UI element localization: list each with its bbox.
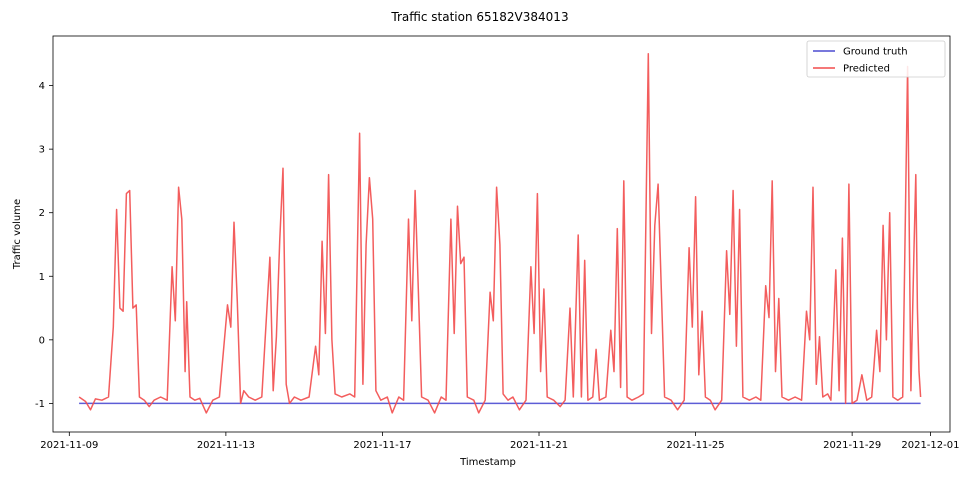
chart-title: Traffic station 65182V384013 — [390, 10, 568, 24]
series-line-predicted — [78, 53, 922, 414]
series-layer — [78, 53, 922, 414]
plot-area — [53, 36, 950, 432]
y-axis-label: Traffic volume — [12, 199, 23, 270]
plot-border — [52, 35, 951, 433]
legend-entry: Predicted — [843, 64, 890, 75]
x-tick-label: 2021-11-17 — [353, 440, 411, 451]
y-tick-label: 2 — [39, 208, 45, 219]
legend-entry: Ground truth — [843, 47, 908, 58]
x-axis: 2021-11-09 2021-11-13 2021-11-17 2021-11-21… — [40, 432, 959, 451]
y-tick-label: 0 — [39, 335, 45, 346]
legend-box — [806, 40, 946, 78]
legend: Ground truth Predicted — [806, 40, 946, 78]
y-tick-label: 4 — [39, 81, 45, 92]
x-axis-label: Timestamp — [459, 457, 516, 468]
x-tick-label: 2021-11-09 — [40, 440, 98, 451]
x-tick-label: 2021-11-25 — [667, 440, 725, 451]
x-tick-label: 2021-12-01 — [901, 440, 959, 451]
y-axis: -1 0 1 2 3 4 — [35, 81, 53, 410]
x-tick-label: 2021-11-13 — [197, 440, 255, 451]
x-tick-label: 2021-11-21 — [510, 440, 568, 451]
y-tick-label: 1 — [39, 272, 45, 283]
y-tick-label: -1 — [35, 399, 45, 410]
y-tick-label: 3 — [39, 145, 45, 156]
x-tick-label: 2021-11-29 — [823, 440, 881, 451]
